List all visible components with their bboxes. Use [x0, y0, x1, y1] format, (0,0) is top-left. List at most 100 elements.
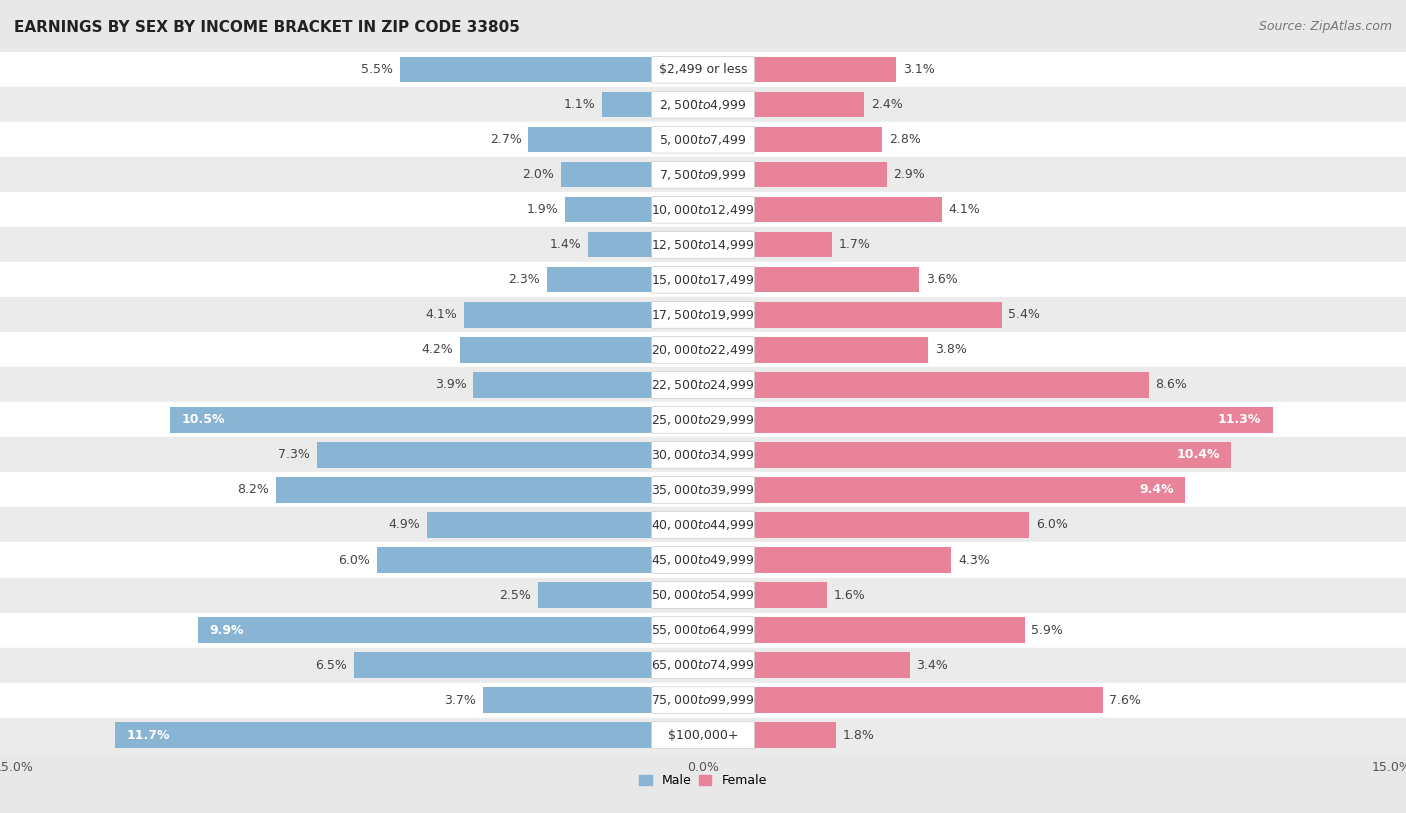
Bar: [399, 57, 652, 82]
Text: Source: ZipAtlas.com: Source: ZipAtlas.com: [1258, 20, 1392, 33]
Bar: [0, 228, 1406, 263]
Text: 3.6%: 3.6%: [925, 273, 957, 286]
Text: 2.9%: 2.9%: [894, 168, 925, 181]
FancyBboxPatch shape: [651, 617, 755, 643]
Bar: [354, 653, 652, 678]
Bar: [0, 52, 1406, 87]
Bar: [0, 507, 1406, 542]
Bar: [460, 337, 652, 363]
Bar: [0, 158, 1406, 193]
Bar: [754, 198, 942, 223]
Text: $100,000+: $100,000+: [668, 728, 738, 741]
Text: 1.6%: 1.6%: [834, 589, 866, 602]
FancyBboxPatch shape: [651, 406, 755, 433]
Bar: [427, 512, 652, 537]
Text: 3.7%: 3.7%: [444, 693, 475, 706]
Text: $5,000 to $7,499: $5,000 to $7,499: [659, 133, 747, 147]
Bar: [0, 577, 1406, 612]
Text: 10.5%: 10.5%: [181, 414, 225, 427]
Bar: [754, 407, 1272, 433]
FancyBboxPatch shape: [651, 267, 755, 293]
Bar: [0, 193, 1406, 228]
Bar: [464, 302, 652, 328]
Text: 6.0%: 6.0%: [337, 554, 370, 567]
Text: 1.8%: 1.8%: [844, 728, 875, 741]
Bar: [0, 298, 1406, 333]
Bar: [0, 683, 1406, 718]
Text: $50,000 to $54,999: $50,000 to $54,999: [651, 588, 755, 602]
Bar: [754, 617, 1025, 642]
Bar: [561, 163, 652, 188]
Text: 5.4%: 5.4%: [1008, 308, 1040, 321]
Bar: [754, 302, 1001, 328]
Bar: [0, 402, 1406, 437]
Text: 2.7%: 2.7%: [489, 133, 522, 146]
FancyBboxPatch shape: [651, 197, 755, 223]
Bar: [0, 718, 1406, 753]
Text: $40,000 to $44,999: $40,000 to $44,999: [651, 518, 755, 532]
Bar: [0, 612, 1406, 647]
Bar: [754, 477, 1185, 502]
Text: 11.3%: 11.3%: [1218, 414, 1261, 427]
Text: 1.4%: 1.4%: [550, 238, 581, 251]
FancyBboxPatch shape: [651, 92, 755, 118]
Bar: [0, 263, 1406, 298]
Bar: [754, 723, 837, 748]
Text: 8.6%: 8.6%: [1156, 378, 1187, 391]
Bar: [754, 163, 887, 188]
FancyBboxPatch shape: [651, 162, 755, 188]
Text: 2.4%: 2.4%: [870, 98, 903, 111]
Text: $12,500 to $14,999: $12,500 to $14,999: [651, 238, 755, 252]
Bar: [537, 582, 652, 607]
Bar: [754, 547, 950, 572]
Text: $10,000 to $12,499: $10,000 to $12,499: [651, 203, 755, 217]
Text: 2.0%: 2.0%: [522, 168, 554, 181]
Text: 2.3%: 2.3%: [508, 273, 540, 286]
Text: 7.6%: 7.6%: [1109, 693, 1142, 706]
Bar: [754, 653, 910, 678]
Bar: [377, 547, 652, 572]
Text: 3.8%: 3.8%: [935, 343, 967, 356]
Bar: [0, 333, 1406, 367]
Legend: Male, Female: Male, Female: [634, 769, 772, 793]
Text: $17,500 to $19,999: $17,500 to $19,999: [651, 308, 755, 322]
Text: $15,000 to $17,499: $15,000 to $17,499: [651, 273, 755, 287]
Bar: [754, 127, 882, 152]
Text: 3.4%: 3.4%: [917, 659, 948, 672]
FancyBboxPatch shape: [651, 127, 755, 153]
Bar: [0, 472, 1406, 507]
Text: $55,000 to $64,999: $55,000 to $64,999: [651, 623, 755, 637]
Bar: [0, 437, 1406, 472]
Bar: [754, 233, 831, 258]
Text: $30,000 to $34,999: $30,000 to $34,999: [651, 448, 755, 462]
Text: $22,500 to $24,999: $22,500 to $24,999: [651, 378, 755, 392]
Text: $2,500 to $4,999: $2,500 to $4,999: [659, 98, 747, 112]
Bar: [588, 233, 652, 258]
Bar: [754, 92, 863, 117]
Text: 3.1%: 3.1%: [903, 63, 935, 76]
FancyBboxPatch shape: [651, 476, 755, 503]
Text: 2.8%: 2.8%: [889, 133, 921, 146]
Text: 6.5%: 6.5%: [315, 659, 347, 672]
Text: 7.3%: 7.3%: [278, 449, 311, 462]
FancyBboxPatch shape: [651, 687, 755, 713]
Text: 1.1%: 1.1%: [564, 98, 595, 111]
FancyBboxPatch shape: [651, 511, 755, 538]
Text: 1.9%: 1.9%: [527, 203, 558, 216]
Bar: [754, 57, 896, 82]
Text: $2,499 or less: $2,499 or less: [659, 63, 747, 76]
FancyBboxPatch shape: [651, 232, 755, 259]
Text: 5.9%: 5.9%: [1032, 624, 1063, 637]
Text: $45,000 to $49,999: $45,000 to $49,999: [651, 553, 755, 567]
FancyBboxPatch shape: [651, 582, 755, 608]
Text: 4.1%: 4.1%: [426, 308, 457, 321]
Text: $7,500 to $9,999: $7,500 to $9,999: [659, 167, 747, 182]
Bar: [754, 582, 827, 607]
FancyBboxPatch shape: [651, 546, 755, 573]
Text: $25,000 to $29,999: $25,000 to $29,999: [651, 413, 755, 427]
Text: 5.5%: 5.5%: [361, 63, 392, 76]
Bar: [0, 122, 1406, 158]
Text: 2.5%: 2.5%: [499, 589, 531, 602]
Bar: [170, 407, 652, 433]
Text: $75,000 to $99,999: $75,000 to $99,999: [651, 693, 755, 707]
